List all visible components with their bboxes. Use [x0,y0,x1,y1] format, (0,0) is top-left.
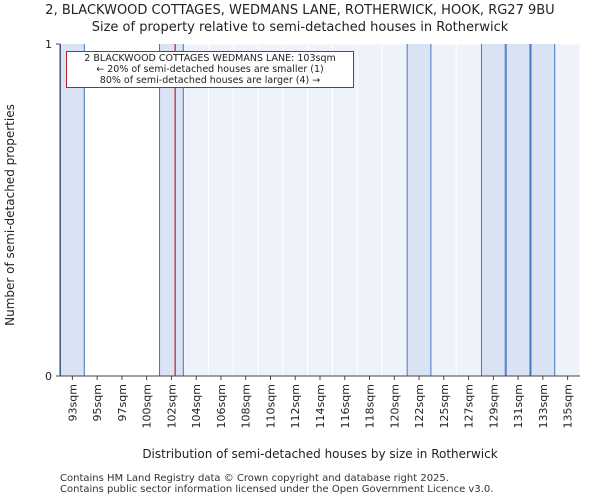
x-tick-label: 93sqm [66,384,79,421]
bar-102sqm [159,44,184,376]
x-tick-label: 108sqm [240,384,253,428]
chart-title: 2, BLACKWOOD COTTAGES, WEDMANS LANE, ROT… [45,3,555,18]
x-tick-label: 118sqm [364,384,377,428]
bar-133sqm [530,44,556,376]
x-tick-label: 102sqm [165,384,178,428]
y-axis-label: Number of semi-detached properties [3,104,17,326]
x-tick-label: 97sqm [116,384,129,421]
bar-131sqm [505,44,531,376]
x-tick-label: 131sqm [512,384,525,428]
x-tick-label: 133sqm [537,384,550,428]
chart-subtitle: Size of property relative to semi-detach… [91,20,509,35]
x-tick-label: 95sqm [91,384,104,421]
x-tick-label: 114sqm [314,384,327,428]
bar-129sqm [480,44,506,376]
bar-122sqm [406,44,432,376]
x-tick-label: 110sqm [264,384,277,428]
footer-licence: Contains public sector information licen… [60,484,494,495]
x-tick-label: 120sqm [388,384,401,428]
x-tick-label: 125sqm [438,384,451,428]
bar-93sqm [60,44,85,376]
y-tick-label: 1 [45,38,52,51]
x-tick-label: 135sqm [562,384,575,428]
x-tick-label: 106sqm [215,384,228,428]
x-tick-label: 127sqm [463,384,476,428]
x-tick-label: 116sqm [339,384,352,428]
property-annotation: 2 BLACKWOOD COTTAGES WEDMANS LANE: 103sq… [66,51,354,88]
annotation-line-2: ← 20% of semi-detached houses are smalle… [96,64,324,75]
footer-copyright: Contains HM Land Registry data © Crown c… [60,473,449,484]
x-axis-label: Distribution of semi-detached houses by … [142,447,497,461]
x-tick-label: 129sqm [487,384,500,428]
annotation-line-1: 2 BLACKWOOD COTTAGES WEDMANS LANE: 103sq… [84,53,336,64]
y-tick-label: 0 [45,370,52,383]
x-tick-label: 112sqm [289,384,302,428]
x-tick-label: 104sqm [190,384,203,428]
x-tick-label: 122sqm [413,384,426,428]
x-tick-label: 100sqm [141,384,154,428]
annotation-line-3: 80% of semi-detached houses are larger (… [99,75,321,86]
